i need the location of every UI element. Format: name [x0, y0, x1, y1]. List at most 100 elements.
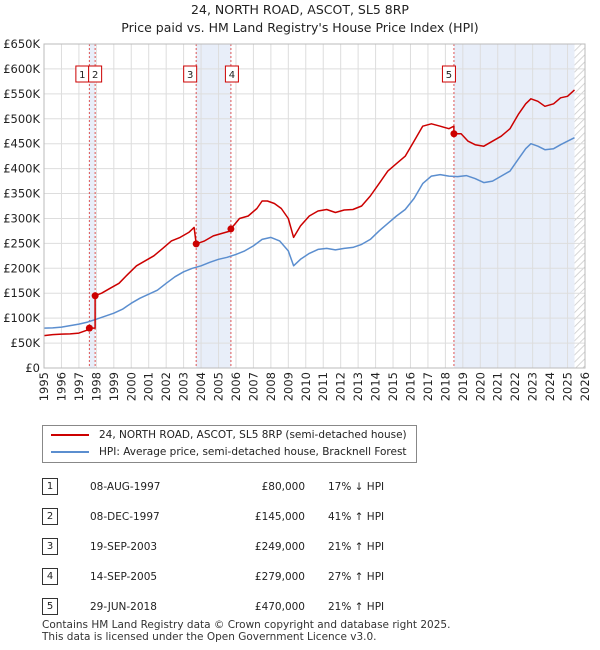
sale-point — [85, 324, 93, 332]
y-tick-label: £550K — [3, 87, 40, 101]
x-tick-label: 2024 — [543, 372, 557, 401]
y-tick-label: £350K — [3, 187, 40, 201]
sale-date: 29-JUN-2018 — [90, 601, 157, 613]
x-tick-label: 2015 — [386, 372, 400, 401]
legend-swatch-property — [51, 434, 89, 436]
ownership-shade — [89, 44, 96, 368]
y-tick-label: £150K — [3, 286, 40, 300]
sale-label: 1 — [75, 65, 90, 83]
sale-label: 4 — [224, 65, 239, 83]
sale-label-number: 1 — [79, 70, 85, 81]
sale-label-box — [183, 65, 198, 83]
x-tick-label: 2005 — [212, 372, 226, 401]
x-tick-label: 2013 — [351, 372, 365, 401]
ownership-shade — [453, 44, 575, 368]
sale-price: £80,000 — [261, 481, 305, 493]
sale-price: £470,000 — [254, 601, 305, 613]
sale-hpi-diff: 27% ↑ HPI — [328, 571, 385, 583]
x-tick-label: 2018 — [438, 372, 452, 401]
legend-item-hpi: HPI: Average price, semi-detached house,… — [51, 444, 407, 460]
sale-label-box — [441, 65, 456, 83]
x-tick-label: 2019 — [456, 372, 470, 401]
x-tick-label: 2003 — [177, 372, 191, 401]
sale-point — [91, 292, 99, 300]
x-tick-label: 2026 — [578, 372, 592, 401]
x-tick-label: 2006 — [229, 372, 243, 401]
x-tick-label: 2017 — [421, 372, 435, 401]
sale-date: 14-SEP-2005 — [90, 571, 158, 583]
sale-number-badge: 4 — [42, 568, 58, 585]
x-tick-label: 2021 — [491, 372, 505, 401]
legend-item-property: 24, NORTH ROAD, ASCOT, SL5 8RP (semi-det… — [51, 427, 407, 443]
x-tick-label: 2007 — [246, 372, 260, 401]
sale-label-box — [224, 65, 239, 83]
y-tick-label: £200K — [3, 261, 40, 275]
sale-hpi-diff: 41% ↑ HPI — [328, 511, 385, 523]
x-tick-label: 2025 — [561, 372, 575, 401]
y-tick-label: £400K — [3, 162, 40, 176]
legend-swatch-hpi — [51, 451, 89, 453]
sale-label-number: 4 — [229, 70, 235, 81]
sale-point — [192, 240, 200, 248]
sale-label-number: 2 — [92, 70, 98, 81]
chart-subtitle: Price paid vs. HM Land Registry's House … — [121, 20, 479, 35]
legend: 24, NORTH ROAD, ASCOT, SL5 8RP (semi-det… — [42, 425, 417, 463]
plot-frame — [43, 43, 586, 369]
x-tick-label: 2009 — [281, 372, 295, 401]
sale-point — [227, 225, 235, 233]
x-tick-label: 1997 — [72, 372, 86, 401]
sale-hpi-diff: 21% ↑ HPI — [328, 601, 385, 613]
x-tick-label: 2023 — [526, 372, 540, 401]
sale-row: 4 14-SEP-2005 £279,000 27% ↑ HPI — [42, 568, 562, 586]
sale-point — [450, 130, 458, 138]
y-tick-label: £600K — [3, 62, 40, 76]
sale-label-number: 5 — [446, 70, 452, 81]
x-tick-label: 2000 — [124, 372, 138, 401]
hpi-line — [43, 137, 575, 329]
property-price-line — [43, 89, 576, 337]
x-tick-label: 2001 — [142, 372, 156, 401]
sale-number-badge: 3 — [42, 538, 58, 555]
x-tick-label: 1999 — [107, 372, 121, 401]
legend-label-hpi: HPI: Average price, semi-detached house,… — [99, 446, 407, 458]
forecast-hatch — [574, 44, 585, 368]
sale-date: 08-DEC-1997 — [90, 511, 160, 523]
footer-copyright: Contains HM Land Registry data © Crown c… — [42, 619, 451, 631]
sale-label: 5 — [441, 65, 456, 83]
sale-number-badge: 1 — [42, 478, 58, 495]
sale-row: 2 08-DEC-1997 £145,000 41% ↑ HPI — [42, 508, 562, 526]
sale-date: 19-SEP-2003 — [90, 541, 158, 553]
sale-price: £145,000 — [254, 511, 305, 523]
sale-number-badge: 5 — [42, 598, 58, 615]
ownership-shade — [196, 44, 231, 368]
x-tick-label: 2020 — [473, 372, 487, 401]
x-tick-label: 2002 — [159, 372, 173, 401]
x-tick-label: 2004 — [194, 372, 208, 401]
x-tick-label: 1995 — [37, 372, 51, 401]
y-tick-label: £450K — [3, 137, 40, 151]
sale-number-badge: 2 — [42, 508, 58, 525]
x-tick-label: 2010 — [299, 372, 313, 401]
x-tick-label: 1996 — [54, 372, 68, 401]
y-tick-label: £300K — [3, 211, 40, 225]
y-tick-label: £0 — [25, 361, 40, 375]
x-tick-label: 2014 — [369, 372, 383, 401]
y-tick-label: £250K — [3, 236, 40, 250]
sale-hpi-diff: 17% ↓ HPI — [328, 481, 385, 493]
sale-label: 3 — [183, 65, 198, 83]
y-tick-label: £650K — [3, 38, 40, 51]
legend-label-property: 24, NORTH ROAD, ASCOT, SL5 8RP (semi-det… — [99, 429, 407, 441]
x-tick-label: 1998 — [89, 372, 103, 401]
x-tick-label: 2022 — [508, 372, 522, 401]
sale-price: £279,000 — [254, 571, 305, 583]
x-tick-label: 2016 — [403, 372, 417, 401]
sale-label: 2 — [88, 65, 103, 83]
sale-row: 1 08-AUG-1997 £80,000 17% ↓ HPI — [42, 478, 562, 496]
y-tick-label: £100K — [3, 311, 40, 325]
sale-label-box — [88, 65, 103, 83]
x-tick-label: 2011 — [316, 372, 330, 401]
sale-row: 5 29-JUN-2018 £470,000 21% ↑ HPI — [42, 598, 562, 616]
sale-hpi-diff: 21% ↑ HPI — [328, 541, 385, 553]
sale-price: £249,000 — [254, 541, 305, 553]
